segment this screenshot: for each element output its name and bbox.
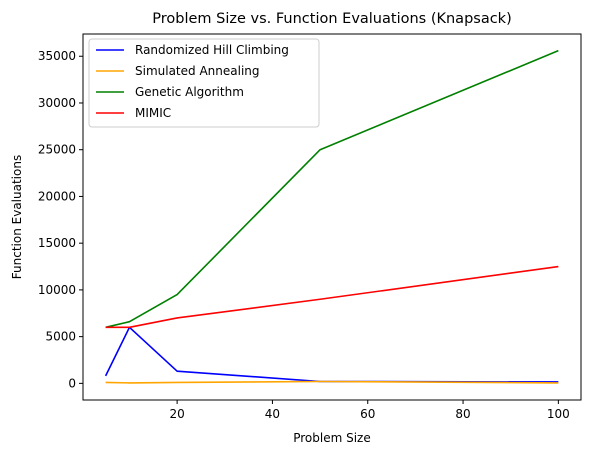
y-tick-label-0: 0 [68, 376, 76, 390]
y-tick-label-3: 15000 [38, 236, 76, 250]
y-tick-label-1: 5000 [45, 330, 76, 344]
y-axis-label: Function Evaluations [10, 155, 24, 279]
legend-label-3: MIMIC [135, 106, 171, 120]
legend-box [88, 38, 320, 128]
x-tick-label-1: 40 [265, 407, 280, 421]
legend: Randomized Hill Climbing Simulated Anneal… [88, 38, 320, 128]
y-tick-label-4: 20000 [38, 189, 76, 203]
legend-label-2: Genetic Algorithm [135, 85, 244, 99]
y-tick-label-5: 25000 [38, 143, 76, 157]
y-tick-label-7: 35000 [38, 49, 76, 63]
legend-label-0: Randomized Hill Climbing [135, 43, 289, 57]
series-line-3 [105, 265, 559, 329]
x-tick-label-2: 60 [360, 407, 375, 421]
legend-label-1: Simulated Annealing [135, 64, 260, 78]
x-axis: 20 40 60 80 100 [169, 400, 570, 421]
series-line-1 [105, 380, 559, 384]
plot-lines [104, 49, 559, 384]
x-tick-label-3: 80 [455, 407, 470, 421]
series-line-2 [105, 49, 559, 329]
y-tick-label-6: 30000 [38, 96, 76, 110]
y-axis: 0 5000 10000 15000 20000 25000 30000 35000 [38, 49, 83, 390]
y-tick-label-2: 10000 [38, 283, 76, 297]
chart-title: Problem Size vs. Function Evaluations (K… [152, 11, 511, 27]
x-axis-label: Problem Size [293, 431, 371, 445]
series-line-0 [104, 326, 559, 383]
x-tick-label-4: 100 [547, 407, 570, 421]
x-tick-label-0: 20 [169, 407, 184, 421]
plot-frame [82, 33, 582, 401]
